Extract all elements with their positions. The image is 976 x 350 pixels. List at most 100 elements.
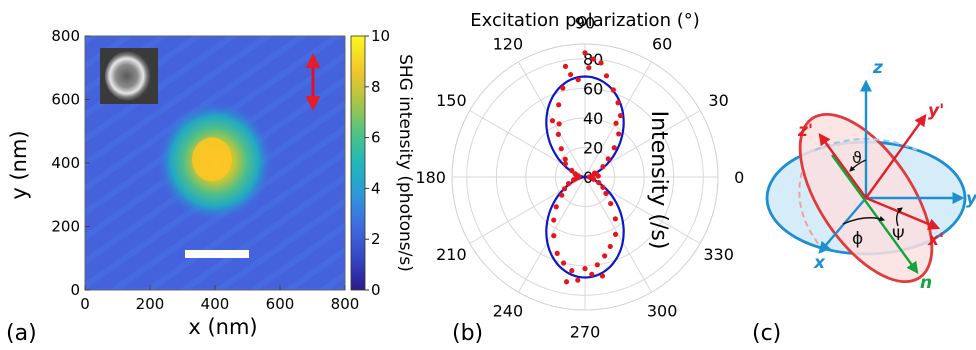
label-y-prime: y' [928,101,944,121]
polar-title: Excitation polarization (°) [470,10,700,31]
polar-data-point [569,268,575,274]
x-tick-label: 800 [331,295,360,313]
polar-data-point [586,65,592,71]
polar-radial-label: 60 [583,79,603,98]
panel-c: z y x z' y' x' n ϑ ϕ Ψ (c) [752,58,976,346]
label-theta: ϑ [852,148,862,167]
polar-fit-curve [545,75,625,279]
polar-spoke [584,61,652,178]
colorbar-tick-label: 2 [371,230,381,248]
polar-angle-label: 270 [570,322,601,341]
y-tick-label: 600 [51,91,80,109]
y-tick-label: 800 [51,27,80,45]
polar-data-point [560,85,566,91]
polar-data-point [612,216,619,222]
polar-spoke [584,176,652,293]
n-axis-arrow [831,154,919,274]
polar-data-point [603,73,610,79]
polar-angle-labels: 0 30 60 90 120 150 180 210 240 270 300 330 [415,14,744,342]
polar-data-point [600,164,606,170]
colorbar-tick-label: 8 [371,78,381,96]
label-x: x [813,253,826,273]
colorbar-tick-label: 4 [371,179,381,197]
polar-data-point [570,177,577,183]
polar-data-point [565,181,572,187]
y-prime-axis-arrow [865,114,927,199]
polar-data-point [595,173,601,179]
x-tick-label: 600 [266,295,295,313]
polar-radial-labels: 020406080 [583,50,603,187]
polar-data-point [617,112,624,119]
polar-radial-label: 20 [583,138,603,157]
polar-data-point [568,71,574,78]
colorbar-ticks: 0 2 4 6 8 10 [365,27,390,299]
polar-data-point [598,60,604,66]
label-x-prime: x' [927,230,944,250]
polar-angle-label: 180 [415,168,446,187]
label-z: z [872,58,883,78]
sem-inset-particle [105,51,153,101]
label-n: n [920,273,932,293]
polar-angle-label: 210 [436,245,467,264]
label-psi: Ψ [892,225,905,244]
polar-data-point [558,146,564,152]
polar-data-point [549,118,556,124]
colorbar-tick-label: 10 [371,27,390,45]
polar-data-point [555,131,561,137]
polar-data-point [553,204,559,210]
panel-label-a: (a) [6,321,37,346]
phi-arc [842,215,886,225]
polar-data-point [603,190,609,196]
y-tick-label: 200 [51,218,80,236]
label-phi: ϕ [852,229,863,249]
polar-data-point [551,217,557,223]
label-y: y [966,189,976,209]
heatmap-y-ticks: 0 200 400 600 800 [51,27,90,299]
panel-label-b: (b) [452,321,483,346]
polar-data-point [612,231,619,238]
polar-data-point [569,167,575,174]
sem-inset [100,48,158,104]
heatmap-x-label: x (nm) [188,315,257,339]
theta-arc [849,159,867,172]
polar-data-point [556,102,562,108]
polar-data-point [588,175,594,181]
x-tick-label: 400 [201,295,230,313]
polar-angle-label: 0 [734,168,744,187]
polar-data-point [613,120,619,126]
polar-data-point [602,253,608,259]
psi-arc [895,207,903,227]
x-tick-label: 200 [136,295,165,313]
red-ellipse-dashed-arc [798,171,821,247]
polar-data-point [563,279,570,285]
polar-angle-label: 120 [493,34,524,53]
polar-data-point [611,145,617,151]
colorbar-tick-label: 6 [371,129,381,147]
y-tick-label: 0 [70,281,80,299]
polar-angle-label: 330 [703,245,734,264]
polar-angle-label: 150 [436,91,467,110]
panel-b: Excitation polarization (°) 0 30 60 90 120 15… [415,10,744,346]
x-tick-label: 0 [80,295,90,313]
polar-data-points [549,50,624,285]
heatmap-hotspot-core [192,137,232,182]
polar-data-point [599,273,606,279]
polar-angle-label: 30 [708,91,728,110]
colorbar-label: SHG intensity (photons/s) [395,54,415,272]
x-prime-axis-arrow [865,196,941,230]
heatmap-x-ticks: 0 200 400 600 800 [80,285,359,313]
colorbar-tick-label: 0 [371,281,381,299]
polar-data-point [554,250,560,256]
panel-a: 0 200 400 600 800 0 200 400 600 800 x (nm) y (nm… [6,27,415,346]
heatmap-y-label: y (nm) [7,130,31,199]
polar-data-point [582,50,588,56]
polar-angle-label: 300 [647,302,678,321]
polar-data-point [582,266,588,272]
polar-data-point [616,131,622,137]
polar-data-point [562,63,569,69]
polar-data-point [561,186,568,192]
panel-label-c: (c) [752,321,781,346]
polar-data-point [590,56,596,62]
polar-data-point [556,121,562,127]
